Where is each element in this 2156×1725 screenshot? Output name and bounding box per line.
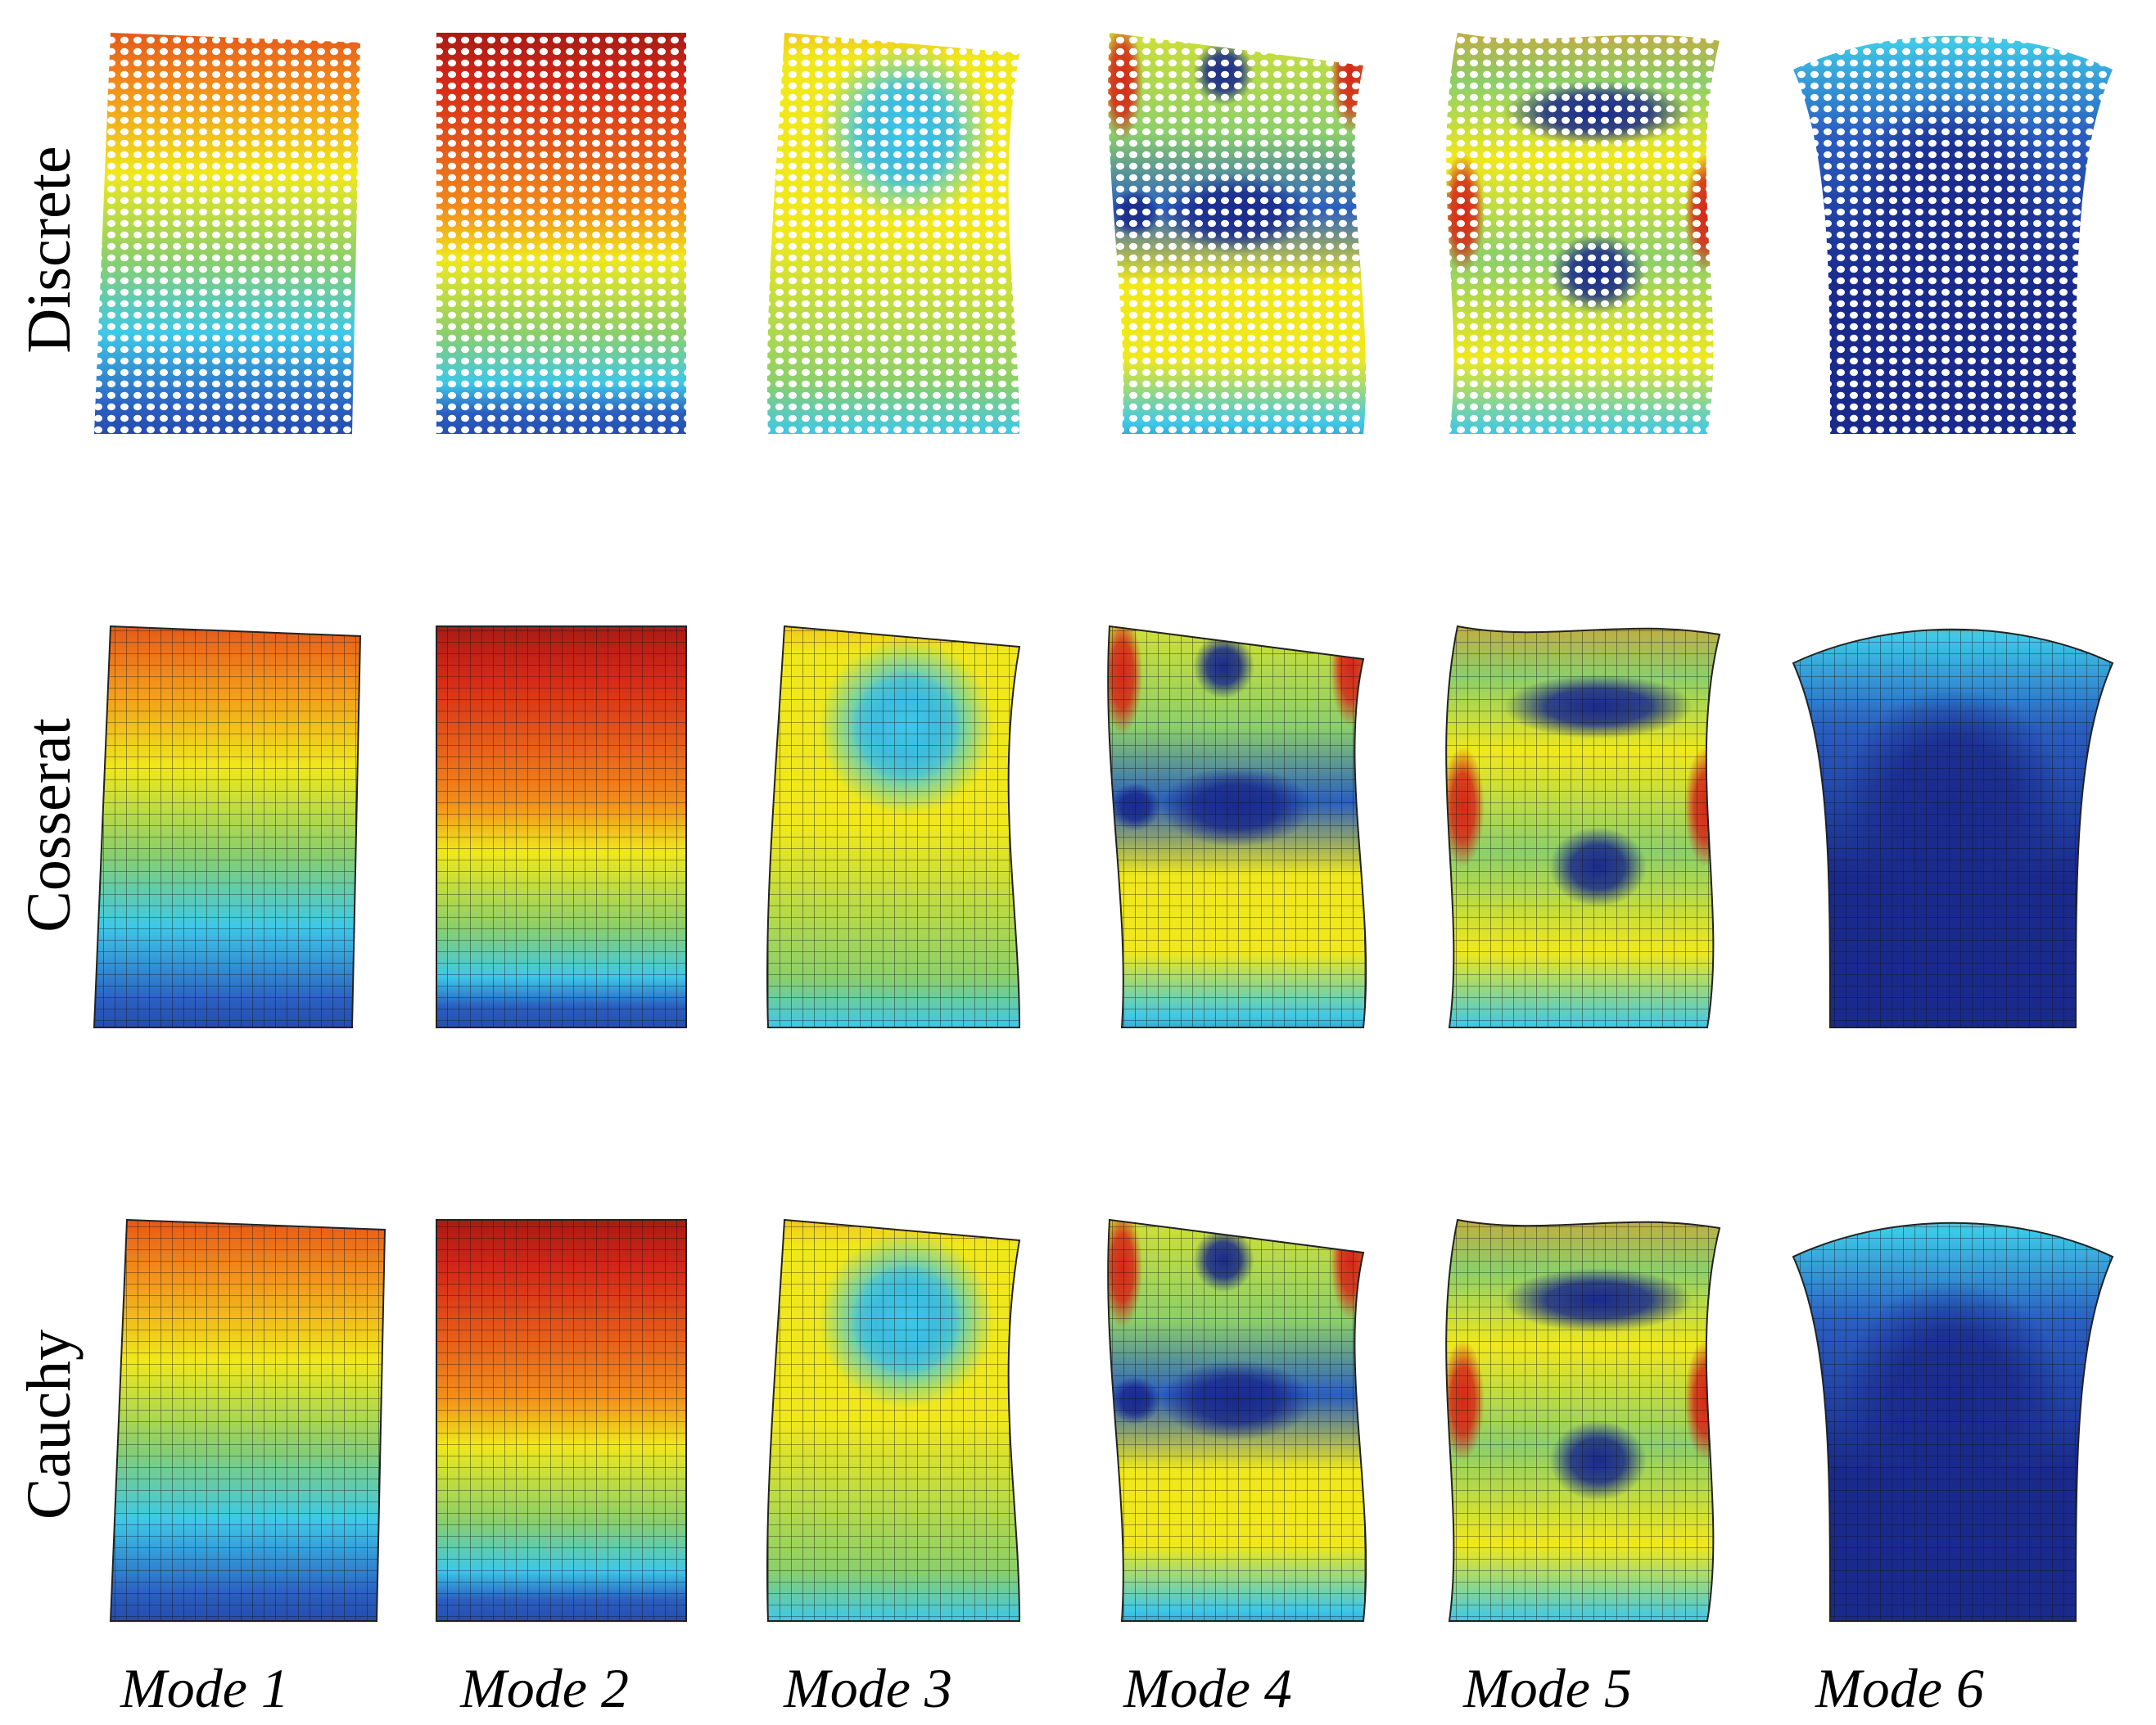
cauchy-mode-2-panel [436,1219,687,1622]
cauchy-mode-1-panel [109,1218,386,1622]
discrete-mode-6-panel [1793,35,2113,434]
column-label-mode-4: Mode 4 [1123,1657,1292,1719]
column-label-mode-5: Mode 5 [1462,1657,1632,1719]
discrete-mode-1-panel [94,33,360,434]
column-label-mode-6: Mode 6 [1815,1657,1984,1719]
cauchy-mode-6-panel [1792,1221,2114,1622]
cosserat-mode-2-panel [436,625,687,1028]
discrete-mode-3-panel [767,33,1019,434]
discrete-mode-2-panel [436,33,686,434]
cosserat-mode-6-panel [1792,628,2114,1028]
column-label-mode-3: Mode 3 [783,1657,952,1719]
cosserat-mode-1-panel [93,625,362,1028]
discrete-mode-5-panel [1446,33,1720,434]
column-label-mode-1: Mode 1 [120,1657,289,1719]
cosserat-mode-5-panel [1445,625,1721,1028]
cauchy-mode-3-panel [766,1218,1021,1622]
cosserat-mode-4-panel [1107,625,1367,1028]
row-label-cauchy: Cauchy [15,1330,84,1520]
column-label-mode-2: Mode 2 [459,1657,629,1719]
row-label-discrete: Discrete [15,146,84,353]
cosserat-mode-3-panel [766,625,1021,1028]
discrete-mode-4-panel [1108,33,1367,434]
row-label-cosserat: Cosserat [15,718,84,932]
cauchy-mode-4-panel [1107,1218,1367,1622]
cauchy-mode-5-panel [1445,1218,1721,1622]
